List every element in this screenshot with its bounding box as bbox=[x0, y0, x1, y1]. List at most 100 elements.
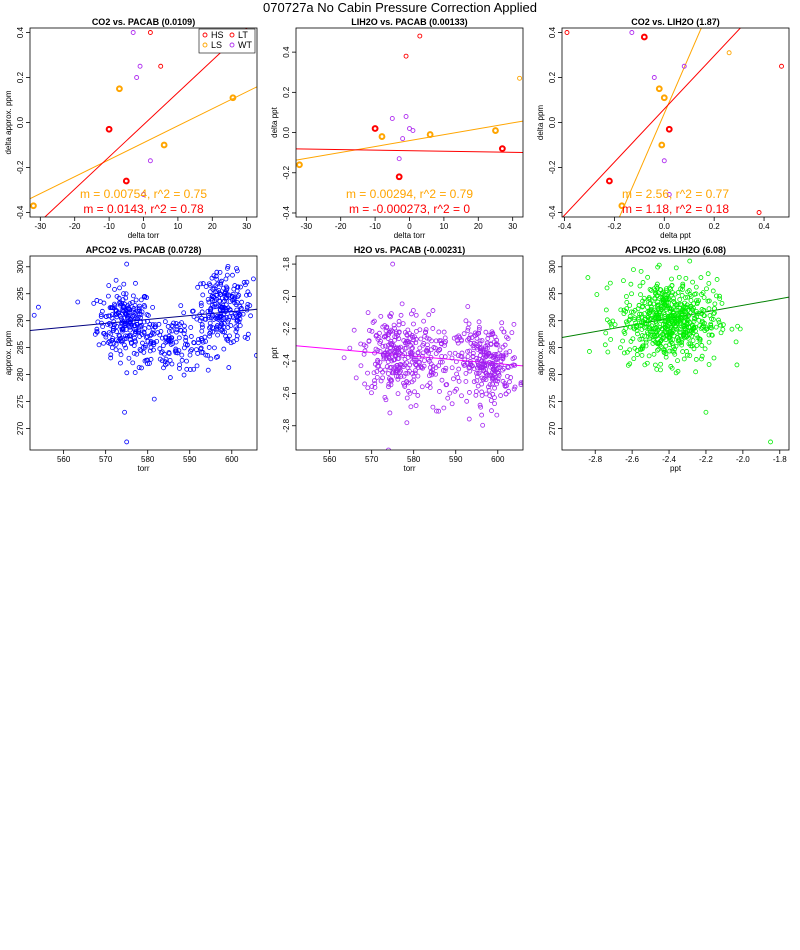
data-point bbox=[653, 362, 658, 368]
chart-title: CO2 vs. LIH2O (1.87) bbox=[631, 17, 720, 27]
data-point bbox=[491, 352, 497, 358]
data-point bbox=[176, 335, 182, 341]
data-point bbox=[456, 366, 462, 372]
data-point bbox=[398, 312, 404, 318]
data-point bbox=[646, 296, 652, 302]
data-point bbox=[227, 299, 233, 304]
data-point bbox=[132, 302, 138, 308]
data-point bbox=[182, 323, 187, 329]
legend-marker bbox=[229, 42, 235, 48]
data-point bbox=[136, 365, 142, 370]
data-point bbox=[119, 318, 125, 324]
fit-annotation: m = 0.00754, r^2 = 0.75 bbox=[80, 187, 207, 201]
data-point bbox=[387, 313, 393, 319]
data-point bbox=[465, 325, 471, 331]
data-point bbox=[673, 265, 679, 271]
data-point bbox=[225, 263, 231, 269]
data-point bbox=[480, 349, 486, 355]
data-point bbox=[475, 360, 481, 366]
data-point bbox=[712, 301, 718, 307]
data-point bbox=[706, 306, 712, 312]
data-point bbox=[471, 379, 477, 385]
data-point bbox=[714, 293, 719, 299]
data-point bbox=[389, 341, 395, 346]
x-axis-label: delta ppt bbox=[660, 231, 691, 240]
data-point bbox=[486, 350, 492, 356]
data-point bbox=[97, 299, 103, 305]
data-point bbox=[234, 266, 239, 271]
data-point bbox=[564, 30, 570, 35]
data-point bbox=[632, 345, 638, 351]
legend: HS LT LS WT bbox=[198, 28, 256, 54]
data-point bbox=[684, 349, 690, 354]
data-point bbox=[145, 357, 150, 363]
data-point bbox=[476, 370, 482, 376]
data-point bbox=[501, 329, 507, 335]
data-point bbox=[188, 325, 194, 330]
data-point bbox=[386, 447, 391, 450]
data-point bbox=[622, 331, 628, 336]
data-point bbox=[644, 304, 650, 310]
y-tick-label: 270 bbox=[16, 421, 25, 435]
data-point bbox=[362, 381, 368, 387]
data-point bbox=[166, 338, 171, 344]
data-point bbox=[200, 292, 206, 298]
data-point bbox=[700, 290, 706, 296]
data-point bbox=[439, 377, 445, 383]
data-point bbox=[353, 375, 359, 381]
data-point bbox=[445, 395, 451, 401]
data-point bbox=[686, 341, 692, 347]
data-point bbox=[485, 336, 491, 341]
y-tick-label: 285 bbox=[16, 340, 25, 354]
data-point bbox=[98, 312, 104, 318]
data-point bbox=[214, 269, 220, 275]
data-point bbox=[262, 313, 266, 317]
data-point bbox=[621, 311, 627, 317]
data-point bbox=[233, 302, 239, 307]
data-point bbox=[217, 269, 223, 275]
data-point bbox=[382, 343, 388, 349]
data-point bbox=[467, 390, 472, 395]
data-point bbox=[114, 308, 119, 314]
data-point bbox=[194, 316, 200, 322]
data-point bbox=[121, 305, 126, 311]
data-point bbox=[203, 339, 208, 344]
data-point bbox=[642, 333, 648, 339]
data-point bbox=[486, 332, 492, 338]
data-point bbox=[194, 347, 199, 352]
data-point bbox=[646, 318, 652, 324]
data-point bbox=[362, 348, 368, 354]
data-point bbox=[341, 355, 347, 361]
data-point bbox=[179, 352, 185, 358]
data-point bbox=[640, 280, 646, 285]
data-point bbox=[620, 338, 626, 344]
plot-area bbox=[562, 28, 784, 217]
data-point bbox=[526, 339, 530, 343]
data-point bbox=[644, 329, 650, 335]
y-tick-label: -0.2 bbox=[16, 160, 25, 174]
data-point bbox=[693, 284, 699, 290]
data-point bbox=[385, 371, 391, 376]
data-point bbox=[479, 412, 485, 418]
data-point bbox=[688, 341, 693, 347]
chart-panel-1: CO2 vs. PACAB (0.0109) -30 -20 -10 0 10 20 30 -0… bbox=[4, 17, 258, 240]
data-point bbox=[247, 303, 253, 308]
data-point bbox=[200, 350, 206, 355]
data-point bbox=[134, 351, 140, 357]
data-point bbox=[147, 333, 153, 339]
data-point bbox=[214, 323, 220, 328]
data-point bbox=[652, 312, 658, 318]
fit-annotation: m = 1.18, r^2 = 0.18 bbox=[622, 202, 729, 216]
data-point bbox=[504, 334, 509, 340]
data-point bbox=[716, 320, 722, 325]
data-point bbox=[399, 301, 405, 307]
data-point bbox=[473, 389, 479, 394]
data-point bbox=[505, 336, 511, 341]
x-tick-label: -2.8 bbox=[588, 455, 602, 464]
x-tick-label: -0.4 bbox=[558, 222, 572, 231]
data-point bbox=[488, 398, 494, 403]
legend-label: HS bbox=[211, 30, 224, 40]
data-point bbox=[109, 345, 115, 351]
data-point bbox=[378, 378, 384, 384]
plot-frame bbox=[29, 255, 258, 451]
